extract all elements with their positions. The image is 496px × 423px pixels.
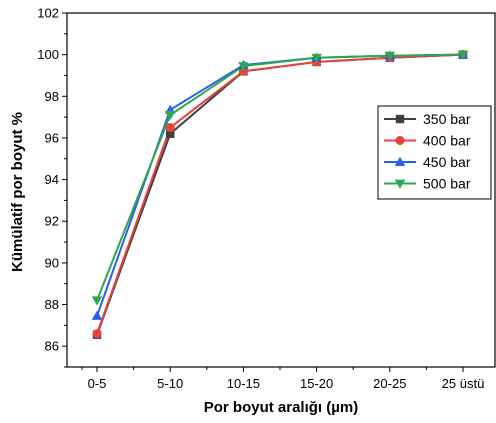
y-tick-label: 90 bbox=[45, 255, 59, 270]
x-tick-label: 5-10 bbox=[157, 376, 183, 391]
y-tick-label: 94 bbox=[45, 172, 59, 187]
legend-marker-3 bbox=[394, 179, 406, 189]
y-tick-label: 100 bbox=[37, 47, 59, 62]
y-tick-label: 88 bbox=[45, 297, 59, 312]
legend-marker-0 bbox=[395, 114, 405, 124]
series-1-point bbox=[92, 329, 102, 339]
series-3-point bbox=[238, 62, 249, 72]
legend-marker-2 bbox=[394, 156, 406, 166]
series-line-3 bbox=[96, 53, 464, 301]
legend-label-0: 350 bar bbox=[423, 111, 471, 127]
series-3-point bbox=[164, 111, 176, 121]
x-tick-label: 15-20 bbox=[300, 376, 333, 391]
plot-frame bbox=[66, 12, 496, 368]
y-axis-title: Kümülatif por boyut % bbox=[9, 112, 26, 272]
x-tick-label: 0-5 bbox=[88, 376, 107, 391]
y-tick-label: 96 bbox=[45, 130, 59, 145]
series-2-point bbox=[91, 310, 103, 320]
x-axis-title: Por boyut aralığı (µm) bbox=[204, 399, 359, 416]
y-tick-label: 86 bbox=[45, 339, 59, 354]
plot-area: 86 88 90 92 94 96 98 100 102 0-5 5-10 10-15 15-20 20-… bbox=[37, 6, 496, 391]
legend-label-3: 500 bar bbox=[423, 176, 471, 192]
series-3-point bbox=[91, 296, 103, 306]
series-3-point bbox=[384, 51, 396, 61]
y-tick-label: 98 bbox=[45, 89, 59, 104]
series-line-1 bbox=[96, 53, 464, 335]
series-1-point bbox=[165, 123, 175, 133]
x-tick-label: 20-25 bbox=[373, 376, 406, 391]
series-3-point bbox=[457, 50, 469, 60]
y-tick-label: 102 bbox=[37, 6, 59, 21]
legend-label-1: 400 bar bbox=[423, 133, 471, 149]
legend-marker-1 bbox=[395, 136, 405, 145]
y-tick-label: 92 bbox=[45, 214, 59, 229]
legend-label-2: 450 bar bbox=[423, 154, 471, 170]
series-3-point bbox=[311, 53, 322, 64]
x-tick-label: 25 üstü bbox=[442, 376, 485, 391]
series-0-point bbox=[166, 129, 175, 138]
legend: 350 bar 400 bar 450 bar 500 bar bbox=[377, 105, 492, 200]
x-tick-label: 10-15 bbox=[227, 376, 260, 391]
